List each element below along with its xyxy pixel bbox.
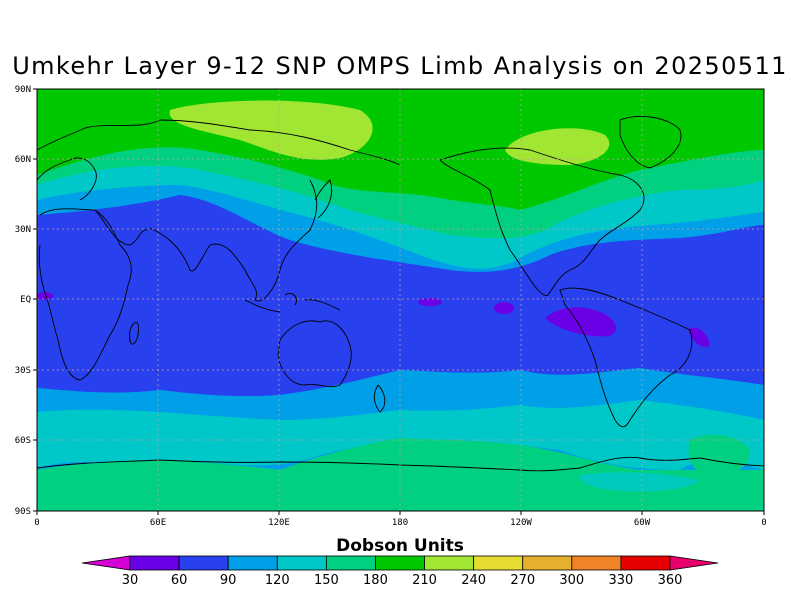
colorbar-swatch [178, 555, 229, 571]
y-axis: 90N 60N 30N EQ 30S 60S 90S [15, 85, 37, 517]
colorbar-label: 150 [314, 573, 339, 588]
coast-madagascar [129, 321, 139, 345]
band-120-south [37, 368, 764, 420]
colorbar-title: Dobson Units [336, 536, 464, 556]
y-tick-60s: 60S [15, 436, 31, 446]
colorbar-swatch [522, 555, 573, 571]
coast-australia [277, 320, 352, 388]
colorbar-label: 60 [171, 573, 188, 588]
band-60-spot-c [545, 307, 617, 337]
coast-northamerica [439, 147, 645, 296]
coast-india [149, 227, 246, 272]
band-150-polar [579, 472, 700, 492]
colorbar-swatch [620, 555, 671, 571]
colorbar-label: 270 [510, 573, 535, 588]
colorbar-label: 330 [608, 573, 633, 588]
coast-nz [373, 384, 386, 413]
colorbar-label: 360 [658, 573, 683, 588]
lime-patch-siberia [169, 100, 373, 160]
coast-indonesia [244, 293, 341, 313]
band-60-spot-b [494, 302, 514, 314]
chart-title: Umkehr Layer 9-12 SNP OMPS Limb Analysis… [12, 52, 788, 80]
x-tick-60w: 60W [634, 518, 651, 528]
x-tick-0: 0 [34, 518, 39, 528]
band-60-spot-a [418, 298, 442, 306]
colorbar-label: 210 [412, 573, 437, 588]
colorbar-label: 180 [363, 573, 388, 588]
colorbar-swatch [375, 555, 425, 571]
band-180-south [37, 438, 764, 511]
colorbar: 30 60 90 120 150 180 210 240 270 300 330 360 [81, 555, 719, 588]
coast-africa [38, 208, 132, 381]
colorbar-label: 120 [265, 573, 290, 588]
y-tick-eq: EQ [20, 295, 31, 305]
colorbar-swatch [129, 555, 180, 571]
x-tick-60e: 60E [150, 518, 166, 528]
y-tick-30n: 30N [15, 225, 31, 235]
colorbar-swatch [227, 555, 278, 571]
contour-field [37, 89, 764, 511]
y-tick-90n: 90N [15, 85, 31, 95]
coast-arabia [94, 209, 149, 246]
colorbar-label: 240 [461, 573, 486, 588]
coast-seasia [244, 179, 318, 302]
band-150-south [37, 400, 764, 470]
coast-europe [37, 157, 97, 201]
colorbar-swatch [325, 555, 376, 571]
x-axis: 0 60E 120E 180 120W 60W 0 [34, 511, 767, 528]
x-tick-0-east: 0 [761, 518, 766, 528]
colorbar-arrow-high [669, 555, 719, 571]
x-tick-120e: 120E [268, 518, 290, 528]
colorbar-label: 300 [559, 573, 584, 588]
coast-greenland [619, 115, 682, 169]
colorbar-arrow-low [81, 555, 131, 571]
coast-southamerica [559, 287, 693, 428]
band-180-patch-south [688, 434, 751, 478]
y-tick-90s: 90S [15, 507, 31, 517]
y-tick-30s: 30S [15, 366, 31, 376]
colorbar-swatch [473, 555, 524, 571]
colorbar-swatch [424, 555, 475, 571]
colorbar-label: 30 [122, 573, 139, 588]
band-90 [37, 195, 764, 397]
coast-japan [314, 179, 333, 219]
colorbar-label: 90 [220, 573, 237, 588]
colorbar-swatch [571, 555, 622, 571]
band-60-spot-d [688, 327, 710, 348]
coastlines [37, 115, 764, 472]
y-tick-60n: 60N [15, 155, 31, 165]
gridlines [37, 89, 764, 511]
colorbar-swatch [276, 555, 327, 571]
lime-patch-greenland [505, 128, 610, 165]
coast-antarctica [37, 456, 764, 472]
band-60-spot-e [37, 292, 53, 300]
coast-eurasia-north [37, 119, 401, 166]
x-tick-180: 180 [392, 518, 408, 528]
x-tick-120w: 120W [510, 518, 532, 528]
